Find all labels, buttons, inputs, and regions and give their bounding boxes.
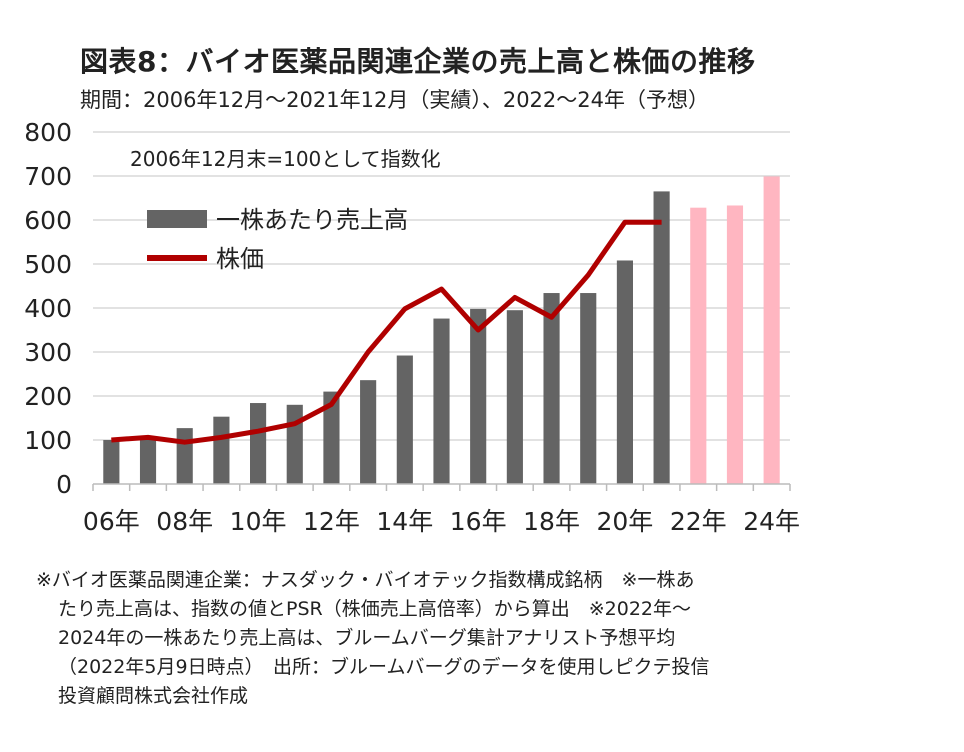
x-tick-label: 06年 [83, 507, 140, 536]
line-series [111, 219, 662, 445]
x-tick-label: 20年 [597, 507, 654, 536]
bar-sales [580, 293, 597, 484]
footnote-line: ※バイオ医薬品関連企業：ナスダック・バイオテック指数構成銘柄 ※一株あ [36, 569, 695, 591]
footnote-line: （2022年5月9日時点） 出所：ブルームバーグのデータを使用しピクテ投信 [58, 656, 710, 678]
footnote-line: 投資顧問株式会社作成 [58, 685, 249, 707]
y-tick-label: 100 [24, 426, 72, 455]
y-axis: 0 100 200 300 400 500 600 700 800 [24, 118, 72, 499]
legend-line-label: 株価 [216, 245, 264, 273]
legend-bar-swatch [147, 210, 207, 228]
y-tick-label: 400 [24, 294, 72, 323]
legend-bar-label: 一株あたり売上高 [216, 206, 408, 234]
chart-title: 図表8：バイオ医薬品関連企業の売上高と株価の推移 [80, 45, 756, 78]
bar-forecast [763, 176, 780, 484]
chart-subtitle: 期間：2006年12月～2021年12月（実績）、2022～24年（予想） [80, 88, 709, 112]
footnote-line: たり売上高は、指数の値とPSR（株価売上高倍率）から算出 ※2022年～ [58, 598, 691, 620]
bar-forecast [690, 207, 707, 484]
bar-sales [250, 403, 267, 484]
chart-annotation: 2006年12月末=100として指数化 [130, 147, 441, 171]
bar-sales [103, 440, 120, 484]
stock-price-line [111, 219, 662, 445]
x-tick-label: 16年 [450, 507, 507, 536]
x-tick-label: 22年 [670, 507, 727, 536]
footnote-line: 2024年の一株あたり売上高は、ブルームバーグ集計アナリスト予想平均 [58, 627, 676, 649]
x-axis: 06年 08年 10年 12年 14年 16年 18年 20年 22年 24年 [83, 483, 800, 536]
y-tick-label: 200 [24, 382, 72, 411]
bar-sales [286, 404, 303, 484]
bar-sales [323, 391, 340, 484]
x-tick-label: 18年 [523, 507, 580, 536]
chart-area: 0 100 200 300 400 500 600 700 800 06年 08年 10年 12年 14… [24, 118, 800, 536]
bar-sales [176, 428, 193, 484]
bar-sales [360, 380, 377, 484]
y-tick-label: 600 [24, 206, 72, 235]
y-tick-label: 800 [24, 118, 72, 147]
bar-sales [653, 191, 670, 484]
footnotes: ※バイオ医薬品関連企業：ナスダック・バイオテック指数構成銘柄 ※一株あ たり売上… [36, 566, 836, 711]
bar-sales [470, 308, 487, 484]
x-tick-label: 14年 [376, 507, 433, 536]
bar-forecast [726, 205, 744, 485]
bar-sales [543, 293, 560, 484]
bar-sales [139, 438, 157, 484]
bar-sales [213, 416, 230, 484]
y-tick-label: 300 [24, 338, 72, 367]
x-tick-label: 24年 [743, 507, 800, 536]
bar-sales [396, 355, 413, 484]
x-tick-label: 10年 [230, 507, 287, 536]
y-tick-label: 500 [24, 250, 72, 279]
bar-sales [616, 260, 633, 484]
legend: 一株あたり売上高 株価 [147, 206, 408, 273]
y-tick-label: 700 [24, 162, 72, 191]
x-tick-label: 12年 [303, 507, 360, 536]
bar-sales [506, 310, 523, 484]
y-tick-label: 0 [56, 470, 72, 499]
x-tick-label: 08年 [156, 507, 213, 536]
bar-sales [433, 318, 450, 484]
